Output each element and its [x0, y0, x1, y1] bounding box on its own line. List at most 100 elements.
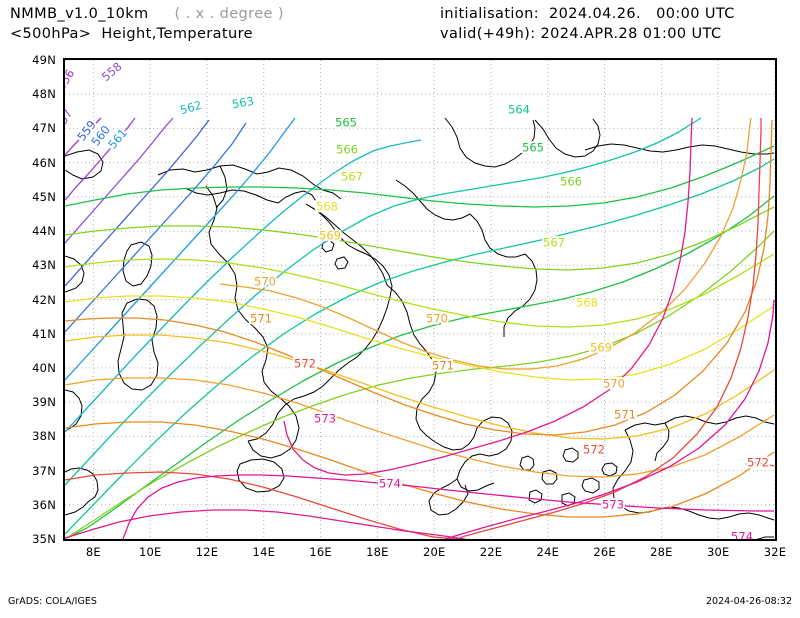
y-axis-tick-label: 35N — [32, 532, 56, 546]
footer: GrADS: COLA/IGES 2024-04-26-08:32 — [0, 596, 800, 614]
contour-label-halo: 565 — [522, 141, 544, 155]
x-axis-tick-label: 8E — [85, 545, 101, 559]
contour-label-halo: 574 — [379, 477, 401, 491]
x-axis-tick-label: 20E — [422, 545, 446, 559]
contour-label-halo: 565 — [335, 116, 357, 130]
contour-label-halo: 571 — [614, 408, 636, 422]
contour-label-halo: 573 — [602, 498, 624, 512]
x-axis-tick-label: 22E — [479, 545, 503, 559]
coastlines — [65, 117, 775, 539]
contour-label: 574 — [379, 477, 401, 491]
x-axis-tick-label: 14E — [252, 545, 276, 559]
field-title: <500hPa> Height,Temperature — [10, 26, 253, 42]
contour-label-halo: 566 — [560, 175, 582, 189]
render-timestamp: 2024-04-26-08:32 — [705, 596, 792, 607]
map-svg: 5565565575575585585595595605605615615625… — [65, 60, 775, 539]
contour-label: 556 — [65, 67, 77, 93]
contour-label: 565 — [522, 141, 544, 155]
contour-labels: 5565565575575585585595595605605615615625… — [65, 60, 771, 540]
contour-label: 573 — [314, 412, 336, 426]
contour-label: 567 — [341, 170, 363, 184]
contour-lines — [65, 117, 775, 539]
contour-label-halo: 569 — [590, 341, 612, 355]
contour-label-halo: 567 — [543, 236, 565, 250]
contour-label-halo: 567 — [341, 170, 363, 184]
grads-credit: GrADS: COLA/IGES — [8, 596, 97, 607]
y-axis-tick-label: 43N — [32, 258, 56, 273]
contour-label: 572 — [294, 357, 316, 371]
contour-label-halo: 564 — [508, 103, 530, 117]
contour-label: 571 — [250, 312, 272, 326]
x-axis-tick-label: 10E — [138, 545, 162, 559]
contour-label-halo: 568 — [316, 200, 338, 214]
contour-label-halo: 568 — [576, 296, 598, 310]
contour-label: 564 — [508, 103, 530, 117]
x-axis-tick-label: 30E — [706, 545, 730, 559]
contour-label-halo: 573 — [314, 412, 336, 426]
y-axis-labels: 35N 36N 37N 38N 39N 40N 41N 42N 43N 44N 45N 46N 47N 4… — [0, 0, 62, 618]
header-right: initialisation: 2024.04.26. 00:00 UTC va… — [440, 4, 735, 44]
contour-label: 566 — [336, 143, 358, 157]
x-axis-tick-label: 32E — [763, 545, 787, 559]
contour-label-halo: 569 — [319, 229, 341, 243]
contour-label: 572 — [747, 456, 769, 470]
x-axis-tick-label: 18E — [366, 545, 389, 559]
header-left: NMMB_v1.0_10km ( . x . degree ) <500hPa> … — [10, 4, 284, 44]
contour-label: 567 — [543, 236, 565, 250]
x-axis-tick-label: 26E — [593, 545, 616, 559]
contour-label-halo: 571 — [432, 359, 454, 373]
contour-label: 569 — [319, 229, 341, 243]
contour-label-halo: 572 — [747, 456, 769, 470]
map-plot-area: 556 556 557 557 558 558 559 559 560 560 561 561 562 5… — [63, 58, 777, 541]
contour-label: 558 — [99, 60, 125, 84]
y-axis-tick-label: 48N — [32, 87, 56, 102]
header: NMMB_v1.0_10km ( . x . degree ) <500hPa> … — [0, 0, 800, 52]
y-axis-tick-label: 41N — [32, 326, 56, 341]
y-axis-tick-label: 38N — [32, 429, 56, 444]
contour-label: 572 — [583, 443, 605, 457]
contour-label: 571 — [614, 408, 636, 422]
y-axis-tick-label: 47N — [32, 121, 56, 136]
contour-label-halo: 570 — [426, 312, 448, 326]
x-axis-labels: 8E 10E 12E 14E 16E 18E 20E 22E 24E 26E 28E 30E 32E — [0, 545, 800, 565]
contour-label: 573 — [602, 498, 624, 512]
contour-label: 562 — [178, 98, 203, 118]
contour-label: 570 — [426, 312, 448, 326]
contour-label-halo: 563 — [231, 94, 255, 112]
x-axis-tick-label: 24E — [536, 545, 560, 559]
x-axis-tick-label: 16E — [309, 545, 332, 559]
model-title-line: NMMB_v1.0_10km ( . x . degree ) — [10, 4, 284, 24]
contour-label: 569 — [590, 341, 612, 355]
y-axis-tick-label: 36N — [32, 497, 56, 512]
y-axis-tick-label: 40N — [32, 360, 56, 375]
valid-time: valid(+49h): 2024.APR.28 01:00 UTC — [440, 26, 722, 42]
contour-label: 570 — [254, 275, 276, 289]
contour-label: 566 — [560, 175, 582, 189]
map-canvas: 556 556 557 557 558 558 559 559 560 560 561 561 562 5… — [65, 60, 775, 539]
y-axis-tick-label: 46N — [32, 155, 56, 170]
y-axis-tick-label: 42N — [32, 292, 56, 307]
contour-label-halo: 566 — [336, 143, 358, 157]
x-axis-tick-label: 28E — [650, 545, 673, 559]
contour-label-halo: 571 — [250, 312, 272, 326]
contour-label-halo: 572 — [583, 443, 605, 457]
y-axis-tick-label: 49N — [32, 53, 56, 67]
x-axis-tick-label: 12E — [195, 545, 219, 559]
y-axis-tick-label: 45N — [32, 189, 56, 204]
contour-label: 565 — [335, 116, 357, 130]
contour-label-halo: 570 — [254, 275, 276, 289]
y-axis-tick-label: 37N — [32, 463, 56, 478]
contour-label: 574 — [731, 530, 753, 540]
contour-label-halo: 570 — [603, 377, 625, 391]
contour-label-halo: 574 — [731, 530, 753, 540]
contour-label: 557 — [65, 107, 75, 133]
resolution-note: ( . x . degree ) — [174, 6, 284, 22]
y-axis-tick-label: 39N — [32, 395, 56, 410]
contour-label-halo: 572 — [294, 357, 316, 371]
contour-label: 570 — [603, 377, 625, 391]
contour-label: 568 — [576, 296, 598, 310]
y-axis-tick-label: 44N — [32, 224, 56, 239]
contour-label: 568 — [316, 200, 338, 214]
model-title: NMMB_v1.0_10km — [10, 6, 149, 22]
contour-label: 571 — [432, 359, 454, 373]
